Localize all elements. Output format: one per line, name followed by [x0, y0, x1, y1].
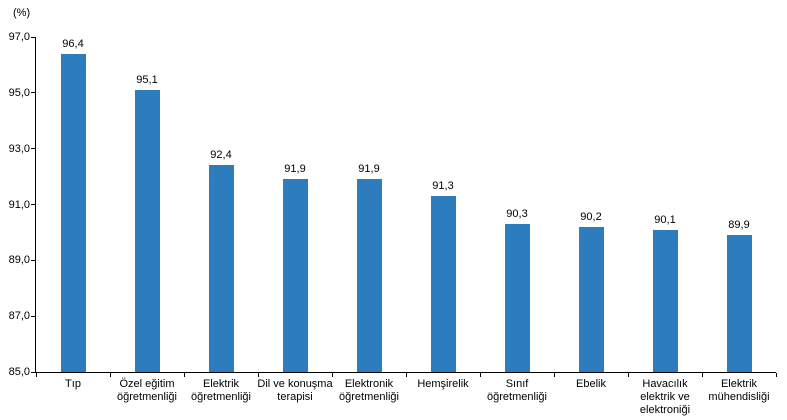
y-axis-tick	[31, 371, 36, 373]
bar-value-label: 91,9	[284, 163, 306, 176]
y-axis-tick	[31, 259, 36, 261]
x-axis-category-label-line: öğretmenliği	[487, 391, 547, 403]
bar	[430, 196, 456, 372]
x-axis-tick	[553, 373, 555, 377]
x-axis-tick	[257, 373, 259, 377]
x-axis-category-label: Dil ve konuşma terapisi	[249, 378, 341, 404]
x-axis-category-label: Havacılık elektrik ve elektroniği	[619, 378, 711, 417]
bar-value-label: 89,9	[728, 219, 750, 232]
y-axis-tick-label: 91,0	[8, 198, 30, 211]
x-axis-tick	[35, 373, 37, 377]
bar	[726, 235, 752, 372]
bar	[356, 179, 382, 372]
y-axis-tick-label: 87,0	[8, 310, 30, 323]
y-axis-tick	[31, 92, 36, 94]
x-axis-category-label-line: öğretmenliği	[339, 391, 399, 403]
x-axis-category-label: Elektrik öğretmenliği	[175, 378, 267, 404]
y-axis-tick-label: 93,0	[8, 142, 30, 155]
x-axis-category-label-line: mühendisliği	[708, 391, 770, 403]
x-axis-tick	[405, 373, 407, 377]
x-axis-category-label-line: Ebelik	[576, 378, 606, 390]
x-axis-category-label: Hemşirelik	[397, 378, 489, 391]
y-axis-tick	[31, 204, 36, 205]
x-axis-category-label-line: Havacılık	[642, 378, 688, 390]
x-axis-category-label: Sınıf öğretmenliği	[471, 378, 563, 404]
x-axis-tick	[701, 373, 703, 377]
x-axis-tick	[109, 373, 111, 377]
bar	[578, 226, 604, 372]
bar-value-label: 90,3	[506, 208, 528, 221]
x-axis-category-label: Tıp	[27, 378, 119, 391]
y-axis-unit-label: (%)	[13, 7, 31, 19]
x-axis-category-label-line: Tıp	[65, 378, 81, 390]
bar-value-label: 96,4	[62, 37, 84, 50]
x-axis-category-label-line: öğretmenliği	[117, 391, 177, 403]
x-axis-category-label-line: elektrik ve	[640, 391, 690, 403]
x-axis-category-label-line: Hemşirelik	[417, 378, 469, 390]
x-axis-category-label: Elektrik mühendisliği	[693, 378, 785, 404]
y-axis-tick	[31, 148, 36, 150]
bar	[504, 224, 530, 372]
x-axis-category-label: Ebelik	[545, 378, 637, 391]
bar	[282, 179, 308, 372]
x-axis-category-label-line: elektroniği	[639, 404, 691, 416]
x-axis-category-label-line: Elektrik	[720, 378, 758, 390]
bar	[134, 90, 160, 372]
y-axis-tick	[31, 36, 36, 38]
bar	[652, 229, 678, 372]
bar-value-label: 91,9	[358, 163, 380, 176]
x-axis-category-label-line: Elektrik	[202, 378, 240, 390]
bar	[60, 53, 86, 372]
x-axis-tick	[331, 373, 333, 377]
x-axis-category-label: Özel eğitim öğretmenliği	[101, 378, 193, 404]
x-axis-category-label: Elektronik öğretmenliği	[323, 378, 415, 404]
plot-area: 85,0 87,0 89,0 91,0 93,0 95,0 97,0 96,4 Tıp 95,1 Ö…	[9, 31, 777, 416]
x-axis-tick	[183, 373, 185, 377]
y-axis-tick-label: 95,0	[8, 86, 30, 99]
x-axis-tick	[627, 373, 629, 377]
y-axis-tick	[31, 315, 36, 317]
bar	[208, 165, 234, 372]
bar-value-label: 95,1	[136, 74, 158, 87]
x-axis-category-label-line: Dil ve konuşma	[257, 378, 333, 390]
y-axis-tick-label: 89,0	[8, 254, 30, 267]
x-axis-category-label-line: Özel eğitim	[119, 378, 175, 390]
bar-value-label: 92,4	[210, 149, 232, 162]
bar-value-label: 90,2	[580, 210, 602, 223]
x-axis-category-label-line: öğretmenliği	[191, 391, 251, 403]
y-axis-tick-label: 97,0	[8, 31, 30, 43]
y-axis-tick-label: 85,0	[8, 366, 30, 378]
bar-value-label: 90,1	[654, 213, 676, 226]
bar-value-label: 91,3	[432, 180, 454, 193]
x-axis-tick	[479, 373, 481, 377]
x-axis-category-label-line: Elektronik	[344, 378, 394, 390]
x-axis-category-label-line: terapisi	[277, 391, 313, 403]
x-axis-category-label-line: Sınıf	[505, 378, 529, 390]
x-axis-tick	[775, 373, 777, 377]
